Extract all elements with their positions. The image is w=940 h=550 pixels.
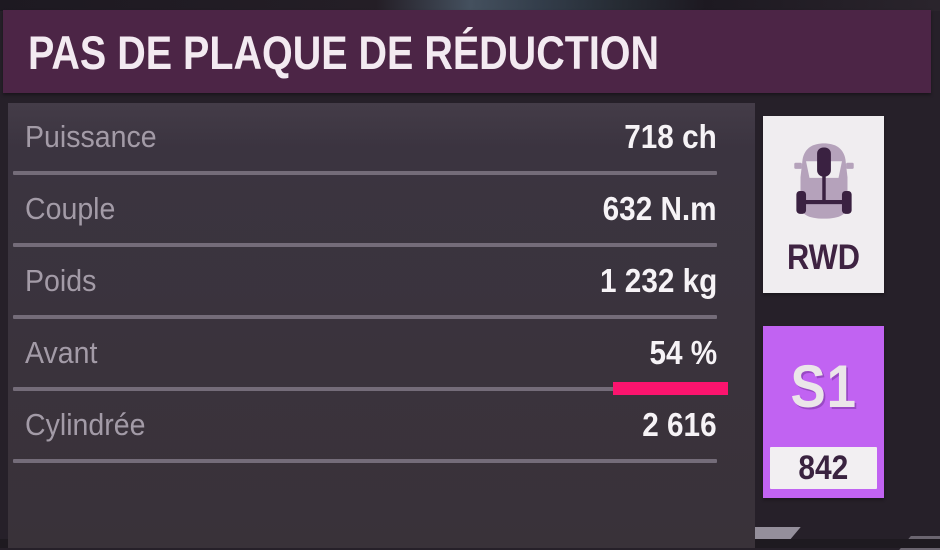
stat-label: Avant	[25, 335, 98, 370]
stat-row-front-balance: Avant 54 %	[8, 319, 755, 387]
stat-value: 54 %	[649, 334, 717, 371]
performance-rating-badge: 842	[770, 447, 877, 489]
drivetrain-label: RWD	[786, 238, 861, 277]
stat-label: Cylindrée	[25, 407, 146, 442]
performance-class-letter: S1	[790, 353, 857, 420]
performance-rating-value: 842	[798, 449, 849, 487]
background-scenery-top	[0, 0, 940, 11]
stat-value: 718 ch	[624, 118, 717, 155]
stat-row-power: Puissance 718 ch	[8, 103, 755, 171]
stat-row-displacement: Cylindrée 2 616	[8, 391, 755, 459]
row-divider	[13, 387, 717, 391]
stat-row-torque: Couple 632 N.m	[8, 175, 755, 243]
row-divider	[13, 315, 717, 319]
stat-label: Poids	[25, 263, 97, 298]
car-stats-panel: Puissance 718 ch Couple 632 N.m Poids 1 …	[8, 103, 755, 548]
row-divider	[13, 243, 717, 247]
stat-label: Couple	[25, 191, 116, 226]
stat-value: 1 232 kg	[599, 262, 717, 299]
car-top-view-rwd-icon	[793, 143, 854, 219]
front-balance-highlight-bar	[613, 382, 728, 395]
stat-row-weight: Poids 1 232 kg	[8, 247, 755, 315]
tooltip-title: PAS DE PLAQUE DE RÉDUCTION	[28, 26, 660, 79]
stat-value: 632 N.m	[603, 190, 717, 227]
performance-class-card: S1 842	[763, 326, 884, 498]
row-divider	[13, 171, 717, 175]
row-divider	[13, 459, 717, 463]
stat-label: Puissance	[25, 119, 157, 154]
tooltip-header: PAS DE PLAQUE DE RÉDUCTION	[3, 10, 931, 93]
drivetrain-card: RWD	[763, 116, 884, 293]
stat-value: 2 616	[642, 406, 717, 443]
